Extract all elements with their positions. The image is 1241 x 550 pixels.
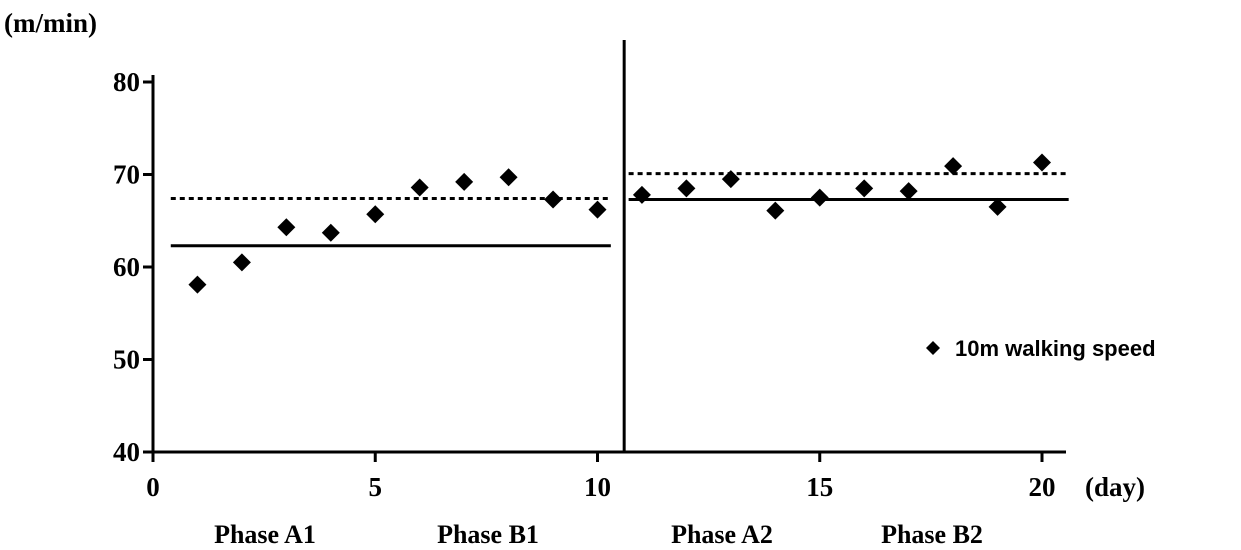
data-point-diamond: [499, 168, 518, 187]
phase-label-b1: Phase B1: [437, 520, 539, 549]
phase-labels: Phase A1 Phase B1 Phase A2 Phase B2: [214, 520, 983, 549]
data-point-diamond: [277, 218, 296, 237]
data-point-diamond: [410, 178, 429, 197]
legend-label: 10m walking speed: [955, 336, 1156, 361]
data-point-diamond: [232, 253, 251, 272]
data-point-diamond: [1033, 153, 1051, 172]
x-tick-label: 15: [806, 472, 833, 502]
y-tick-labels: 40 50 60 70 80: [113, 67, 140, 467]
data-point-diamond: [766, 201, 785, 220]
data-point-diamond: [366, 205, 385, 224]
data-point-diamond: [677, 179, 696, 198]
data-point-diamond: [321, 223, 340, 242]
x-tick-label: 10: [584, 472, 611, 502]
data-point-diamond: [899, 182, 918, 201]
data-point-diamond: [855, 179, 874, 198]
y-tick-label: 50: [113, 345, 140, 375]
data-point-diamond: [544, 190, 563, 209]
data-point-diamond: [944, 157, 963, 176]
data-point-diamond: [188, 275, 207, 294]
y-axis-label: (m/min): [4, 8, 97, 38]
legend-diamond-icon: [926, 341, 940, 355]
x-tick-label: 5: [369, 472, 383, 502]
x-axis-label: (day): [1085, 472, 1145, 502]
legend: 10m walking speed: [926, 336, 1156, 361]
y-tick-label: 60: [113, 252, 140, 282]
data-point-diamond: [810, 188, 829, 207]
reference-lines: [170, 172, 1069, 248]
data-point-diamond: [721, 170, 740, 189]
phase-label-a1: Phase A1: [214, 520, 316, 549]
x-tick-labels: 0 5 10 15 20: [146, 472, 1055, 502]
y-tick-label: 70: [113, 160, 140, 190]
y-tick-label: 80: [113, 67, 140, 97]
y-tick-label: 40: [113, 437, 140, 467]
axes: [143, 40, 1066, 462]
data-point-diamond: [455, 172, 474, 191]
data-point-diamond: [988, 197, 1007, 216]
x-tick-label: 20: [1029, 472, 1056, 502]
data-point-diamond: [632, 185, 651, 204]
data-points: [188, 153, 1051, 294]
phase-label-b2: Phase B2: [881, 520, 983, 549]
x-tick-label: 0: [146, 472, 160, 502]
data-point-diamond: [588, 200, 607, 219]
phase-label-a2: Phase A2: [671, 520, 773, 549]
